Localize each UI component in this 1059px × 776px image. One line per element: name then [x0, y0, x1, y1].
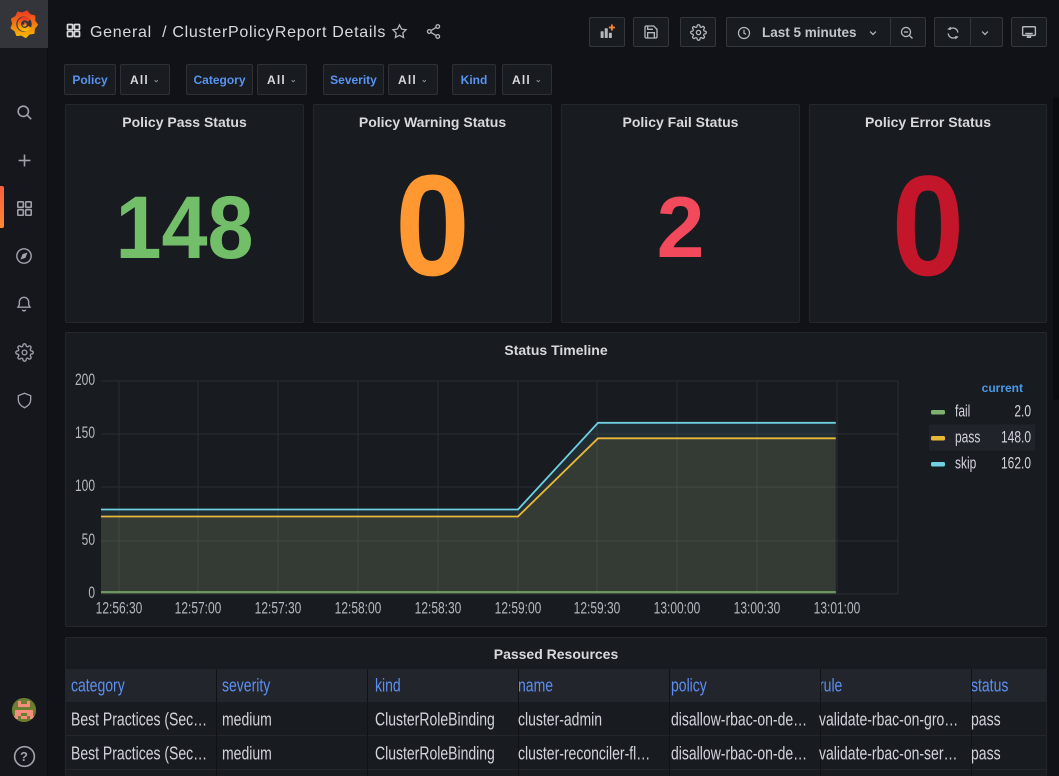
svg-text:12:58:00: 12:58:00	[335, 600, 382, 619]
svg-text:12:59:00: 12:59:00	[495, 600, 542, 619]
svg-text:skip: skip	[955, 455, 976, 474]
svg-text:100: 100	[75, 477, 95, 496]
svg-text:12:57:00: 12:57:00	[175, 600, 222, 619]
svg-text:150: 150	[75, 424, 95, 443]
svg-text:13:01:00: 13:01:00	[814, 600, 861, 619]
svg-text:12:59:30: 12:59:30	[574, 600, 621, 619]
svg-text:12:56:30: 12:56:30	[96, 600, 143, 619]
svg-text:12:58:30: 12:58:30	[415, 600, 462, 619]
svg-text:0: 0	[88, 584, 95, 603]
svg-text:13:00:00: 13:00:00	[654, 600, 701, 619]
svg-text:pass: pass	[955, 429, 980, 448]
svg-text:12:57:30: 12:57:30	[255, 600, 302, 619]
svg-text:148.0: 148.0	[1001, 429, 1031, 448]
svg-text:current: current	[982, 381, 1023, 395]
svg-text:200: 200	[75, 371, 95, 390]
svg-text:2.0: 2.0	[1014, 403, 1031, 422]
svg-text:fail: fail	[955, 403, 970, 422]
svg-text:50: 50	[82, 531, 95, 550]
svg-text:13:00:30: 13:00:30	[734, 600, 781, 619]
svg-text:162.0: 162.0	[1001, 455, 1031, 474]
